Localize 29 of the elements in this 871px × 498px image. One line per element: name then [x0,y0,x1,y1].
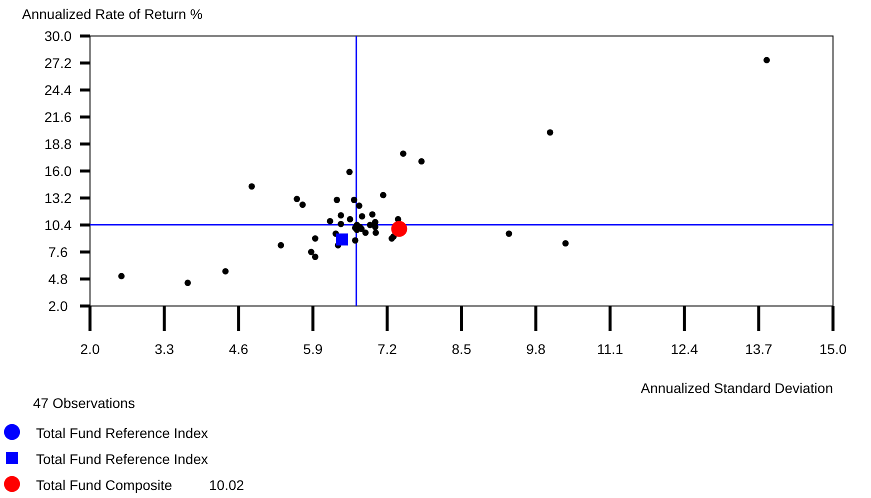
x-tick-label: 13.7 [745,341,773,357]
y-tick-label: 10.4 [44,217,72,233]
x-tick-label: 9.8 [526,341,546,357]
y-tick-label: 2.0 [48,298,68,314]
y-tick-label: 7.6 [48,244,68,260]
y-tick-label: 24.4 [44,82,72,98]
legend-label: Total Fund Composite [36,477,172,493]
x-tick-label: 3.3 [154,341,174,357]
y-tick-label: 27.2 [44,55,72,71]
x-axis-title: Annualized Standard Deviation [640,380,833,396]
text: 47 Observations [33,395,135,411]
x-tick-label: 5.9 [303,341,323,357]
y-tick-label: 16.0 [44,163,72,179]
y-tick-label: 30.0 [44,28,72,44]
x-tick-label: 8.5 [452,341,472,357]
x-tick-label: 4.6 [228,341,249,357]
x-tick-label: 7.2 [377,341,398,357]
y-tick-label: 13.2 [44,190,72,206]
x-tick-label: 11.1 [596,341,624,357]
x-tick-label: 2.0 [80,341,100,357]
y-tick-label: 21.6 [44,109,72,125]
y-tick-label: 4.8 [48,271,68,287]
x-tick-label: 15.0 [819,341,847,357]
legend-label: Total Fund Reference Index [36,425,208,441]
text: 10.02 [209,477,244,493]
legend-label: Total Fund Reference Index [36,451,208,467]
y-axis-title: Annualized Rate of Return % [22,6,203,22]
x-tick-label: 12.4 [670,341,698,357]
y-tick-label: 18.8 [44,136,72,152]
